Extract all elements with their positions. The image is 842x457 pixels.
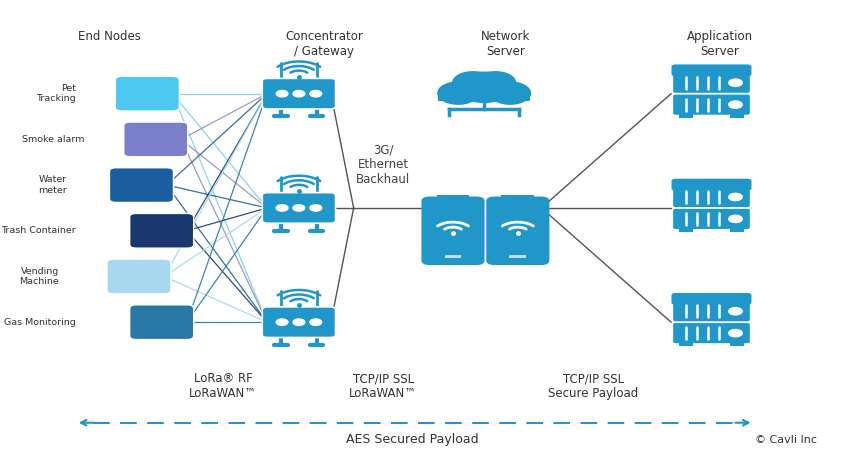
Bar — [679, 112, 692, 118]
Text: Network
Server: Network Server — [481, 30, 530, 58]
Circle shape — [293, 90, 305, 97]
Circle shape — [729, 193, 743, 201]
FancyBboxPatch shape — [107, 259, 171, 294]
FancyBboxPatch shape — [487, 197, 549, 265]
FancyBboxPatch shape — [115, 76, 179, 111]
Text: © Cavli Inc: © Cavli Inc — [754, 435, 817, 445]
FancyBboxPatch shape — [672, 293, 752, 305]
Bar — [502, 195, 535, 201]
FancyBboxPatch shape — [674, 187, 749, 207]
Circle shape — [453, 72, 493, 94]
Circle shape — [490, 82, 530, 104]
Text: Pet
Tracking: Pet Tracking — [36, 84, 76, 103]
Circle shape — [729, 329, 743, 337]
Text: LoRa® RF
LoRaWAN™: LoRa® RF LoRaWAN™ — [189, 372, 257, 400]
Circle shape — [729, 79, 743, 86]
Text: Smoke alarm: Smoke alarm — [22, 135, 84, 144]
Text: Water
meter: Water meter — [39, 175, 67, 195]
Circle shape — [438, 82, 478, 104]
Text: TCP/IP SSL
LoRaWAN™: TCP/IP SSL LoRaWAN™ — [349, 372, 417, 400]
FancyBboxPatch shape — [124, 122, 188, 157]
FancyBboxPatch shape — [263, 193, 335, 223]
Circle shape — [310, 90, 322, 97]
Text: TCP/IP SSL
Secure Payload: TCP/IP SSL Secure Payload — [548, 372, 639, 400]
FancyBboxPatch shape — [422, 197, 485, 265]
FancyBboxPatch shape — [130, 305, 194, 340]
FancyBboxPatch shape — [674, 323, 749, 343]
Text: Vending
Machine: Vending Machine — [19, 267, 59, 286]
Text: Application
Server: Application Server — [687, 30, 753, 58]
Circle shape — [729, 215, 743, 223]
Text: Concentrator
/ Gateway: Concentrator / Gateway — [285, 30, 363, 58]
Circle shape — [293, 205, 305, 211]
Circle shape — [729, 101, 743, 108]
Bar — [509, 255, 526, 258]
Bar — [730, 341, 744, 346]
FancyBboxPatch shape — [672, 64, 752, 76]
FancyBboxPatch shape — [130, 213, 194, 248]
Bar — [495, 201, 541, 209]
Bar — [679, 341, 692, 346]
FancyBboxPatch shape — [263, 79, 335, 109]
Circle shape — [293, 319, 305, 325]
FancyBboxPatch shape — [674, 301, 749, 321]
Bar — [445, 255, 461, 258]
Circle shape — [456, 72, 512, 102]
FancyBboxPatch shape — [674, 209, 749, 229]
Bar — [430, 201, 477, 209]
Bar — [730, 112, 744, 118]
FancyBboxPatch shape — [109, 168, 173, 202]
Circle shape — [310, 319, 322, 325]
Text: AES Secured Payload: AES Secured Payload — [346, 433, 479, 446]
Circle shape — [310, 205, 322, 211]
Bar — [730, 227, 744, 232]
Circle shape — [276, 319, 288, 325]
Bar — [437, 195, 470, 201]
FancyBboxPatch shape — [263, 307, 335, 337]
Text: 3G/
Ethernet
Backhaul: 3G/ Ethernet Backhaul — [356, 143, 410, 186]
Circle shape — [729, 308, 743, 315]
Text: Gas Monitoring: Gas Monitoring — [4, 318, 76, 327]
Circle shape — [475, 72, 515, 94]
FancyBboxPatch shape — [674, 73, 749, 93]
FancyBboxPatch shape — [672, 179, 752, 191]
Text: End Nodes: End Nodes — [78, 30, 141, 43]
Circle shape — [276, 205, 288, 211]
FancyBboxPatch shape — [674, 95, 749, 115]
Bar — [438, 89, 530, 101]
Circle shape — [276, 90, 288, 97]
Text: Trash Container: Trash Container — [1, 226, 76, 235]
Bar — [679, 227, 692, 232]
